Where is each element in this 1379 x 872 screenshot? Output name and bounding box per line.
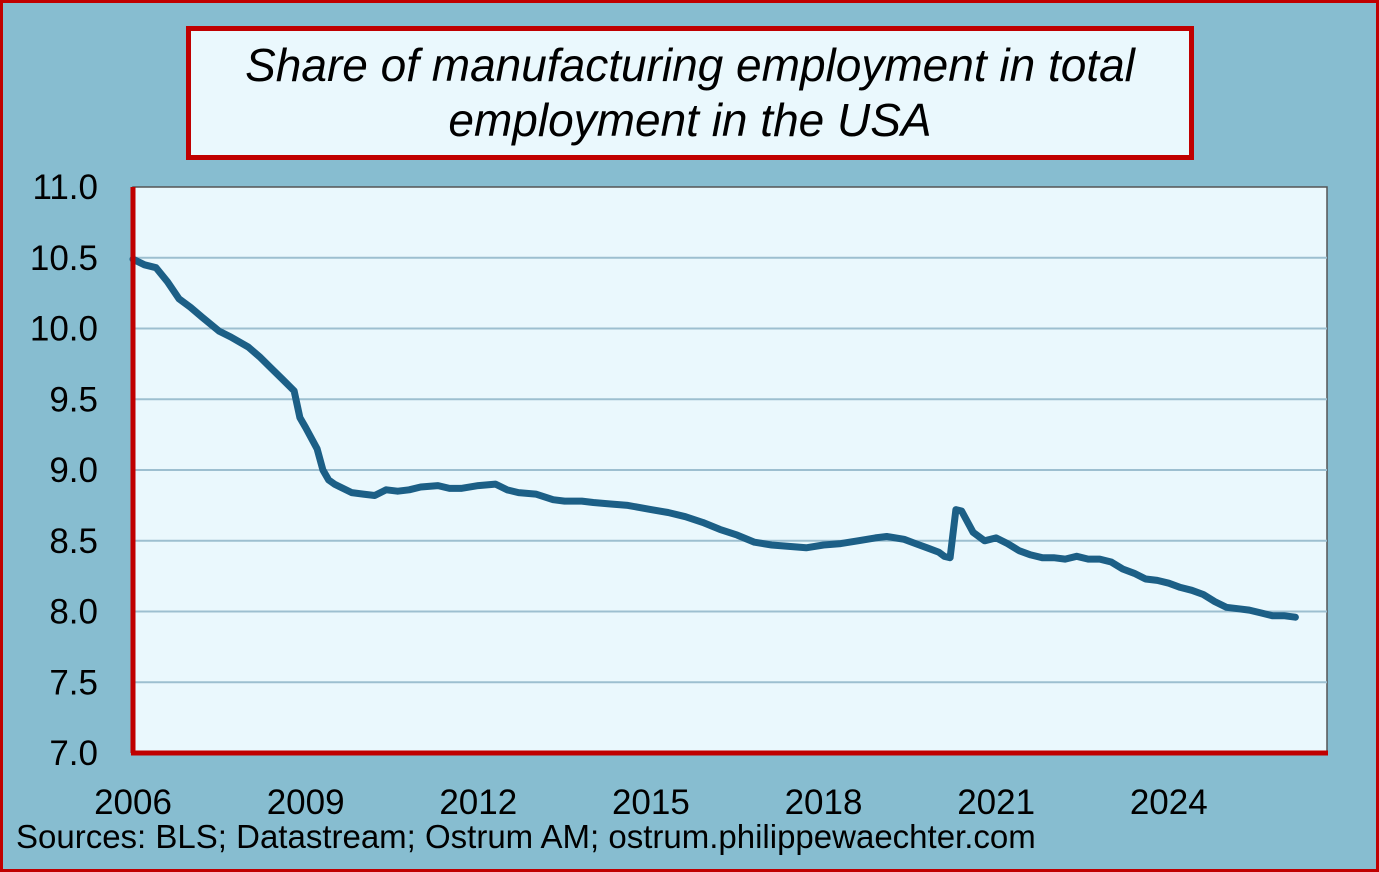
source-note: Sources: BLS; Datastream; Ostrum AM; ost… [16,818,1036,855]
y-tick-label: 7.0 [49,734,98,773]
gridlines [133,256,1327,684]
y-axis-ticks: 7.0 7.5 8.0 8.5 9.0 9.5 10.0 10.5 11.0 [30,168,98,773]
y-tick-label: 9.0 [49,451,98,490]
chart-title: Share of manufacturing employment in tot… [195,38,1185,148]
x-tick-label: 2006 [94,783,172,822]
y-tick-label: 7.5 [49,663,98,702]
y-tick-label: 10.5 [30,239,98,278]
x-axis-ticks: 2006 2009 2012 2015 2018 2021 2024 [94,783,1208,822]
series-line [129,255,1299,621]
chart-title-line-1: Share of manufacturing employment in tot… [245,39,1135,91]
y-tick-label: 10.0 [30,310,98,349]
y-tick-label: 8.5 [49,522,98,561]
x-tick-label: 2009 [267,783,345,822]
y-tick-label: 9.5 [49,380,98,419]
x-tick-label: 2015 [612,783,690,822]
x-tick-label: 2018 [785,783,863,822]
x-tick-label: 2012 [439,783,517,822]
chart-title-line-2: employment in the USA [448,94,932,146]
chart-title-box: Share of manufacturing employment in tot… [186,26,1194,160]
x-tick-label: 2021 [957,783,1035,822]
x-tick-label: 2024 [1130,783,1208,822]
y-tick-label: 11.0 [32,168,98,207]
y-tick-label: 8.0 [49,593,98,632]
